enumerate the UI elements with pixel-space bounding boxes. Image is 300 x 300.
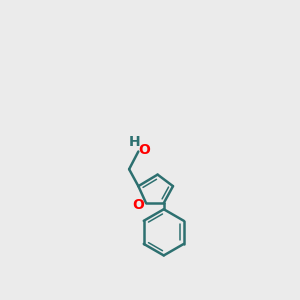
Text: O: O bbox=[132, 198, 144, 212]
Text: O: O bbox=[139, 143, 150, 157]
Text: H: H bbox=[129, 135, 140, 149]
